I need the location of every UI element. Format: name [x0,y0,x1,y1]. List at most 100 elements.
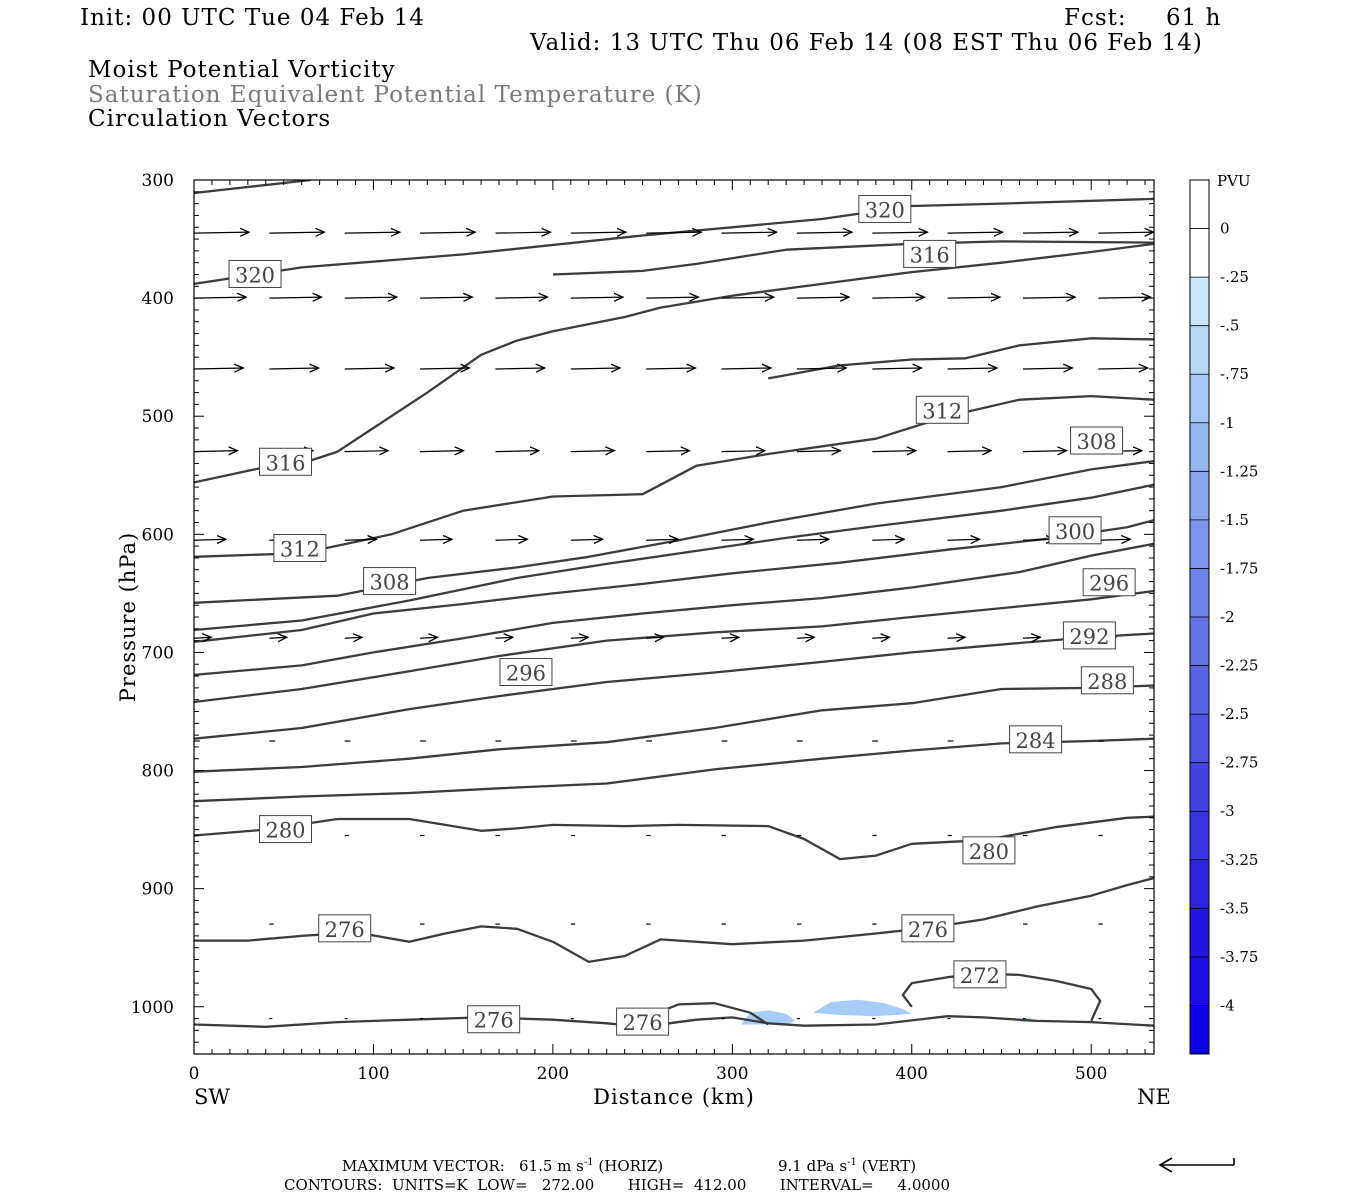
title-circulation: Circulation Vectors [88,106,332,132]
vector-arrow-0-9 [872,232,927,233]
vector-arrow-3-0 [194,451,238,452]
contour-label-12: 288 [1087,670,1127,694]
colorbar-label-10: -2.5 [1220,705,1249,723]
title-moist-pv: Moist Potential Vorticity [88,57,396,83]
max-vert-value: 9.1 dPa s-1 (VERT) [778,1157,917,1175]
contour-label-9: 296 [1089,572,1129,596]
vector-arrow-5-3 [420,637,437,638]
max-vector-label: MAXIMUM VECTOR: [342,1157,505,1175]
x-end-label-sw: SW [194,1085,230,1109]
colorbar-cell-3 [1190,374,1209,424]
contour-label-6: 300 [1055,520,1095,544]
vector-arrow-1-4 [495,297,547,298]
contour-label-11: 296 [506,662,546,686]
vector-arrow-1-11 [1022,297,1075,298]
colorbar-cell-8 [1190,617,1209,667]
vector-arrow-5-10 [947,637,965,638]
y-tick-label-7: 1000 [131,998,174,1018]
vector-arrow-4-10 [947,539,980,540]
vector-arrow-4-6 [646,539,678,540]
contour-label-box-4 [1070,426,1124,455]
vector-arrow-3-9 [872,451,916,452]
vector-arrow-1-3 [420,297,472,298]
colorbar-label-1: -.25 [1220,268,1249,286]
forecast-label: Fcst: [1064,5,1127,31]
colorbar-label-4: -1 [1220,414,1235,432]
vector-arrow-5-5 [570,637,588,638]
colorbar-cell-1 [1190,277,1209,327]
vector-arrow-0-0 [194,232,249,233]
y-tick-label-6: 900 [142,880,174,900]
vector-arrow-3-2 [344,451,389,452]
colorbar-label-0: 0 [1220,220,1230,238]
colorbar-cell-15 [1190,956,1209,1006]
colorbar-cell-2 [1190,325,1209,375]
vector-arrow-4-4 [495,539,527,540]
vector-arrow-2-9 [872,368,921,369]
contour-label-box-14 [259,815,313,844]
colorbar-label-8: -2 [1220,608,1235,626]
y-tick-label-0: 300 [142,171,174,191]
vector-arrow-2-4 [495,368,544,369]
contour-label-20: 276 [623,1011,663,1035]
vector-arrow-2-7 [721,368,771,369]
vector-arrow-1-7 [721,297,774,298]
colorbar-label-9: -2.25 [1220,657,1258,675]
colorbar-label-15: -3.75 [1220,948,1258,966]
forecast-hour: 61 h [1166,5,1222,31]
x-axis-title: Distance (km) [593,1085,755,1109]
vector-arrow-0-5 [570,232,626,233]
vector-arrow-5-4 [495,637,512,638]
colorbar-cell-12 [1190,811,1209,861]
contour-label-box-10 [1062,621,1116,650]
vector-arrow-0-1 [269,232,324,233]
x-tick-label-0: 0 [189,1064,200,1084]
colorbar-cell-7 [1190,568,1209,618]
vector-arrow-4-12 [1098,539,1130,540]
vector-arrow-2-5 [570,368,620,369]
init-time: Init: 00 UTC Tue 04 Feb 14 [80,5,426,31]
colorbar-label-3: -.75 [1220,365,1249,383]
colorbar-cell-5 [1190,471,1209,521]
contour-label-box-3 [915,395,969,424]
reference-vector-head [1158,1157,1173,1173]
vector-arrow-2-6 [646,368,695,369]
vector-arrow-3-3 [420,451,464,452]
isentrope-276 [194,876,1154,964]
contour-label-box-6 [1048,516,1102,545]
pv-patch-1 [813,999,912,1017]
colorbar-label-2: -.5 [1220,317,1239,335]
contour-label-box-19 [467,1005,521,1034]
colorbar-cell-6 [1190,519,1209,569]
isentrope-292 [194,589,1154,704]
contour-label-box-18 [953,960,1007,989]
vector-arrow-3-4 [495,451,539,452]
isentrope-288 [194,632,1154,740]
colorbar-cell-9 [1190,665,1209,715]
contour-label-1: 316 [910,243,950,267]
max-horiz-value: 61.5 m s-1 (HORIZ) [519,1157,664,1175]
contour-label-box-11 [499,658,553,687]
contour-label-box-5 [259,447,313,476]
isentrope-320b [194,197,1154,286]
contour-label-13: 284 [1016,729,1056,753]
colorbar-label-12: -3 [1220,802,1235,820]
colorbar-label-14: -3.5 [1220,899,1249,917]
isentrope-308 [194,459,1154,604]
vector-arrow-5-0 [194,637,211,638]
vector-arrow-4-2 [344,539,377,540]
contour-label-14: 280 [265,819,305,843]
isentrope-300 [194,519,1154,643]
contour-label-18: 272 [960,964,1000,988]
valid-time: Valid: 13 UTC Thu 06 Feb 14 (08 EST Thu … [530,30,1203,56]
vector-arrow-2-10 [947,368,997,369]
colorbar-label-11: -2.75 [1220,754,1258,772]
contour-label-7: 312 [280,537,320,561]
isentrope-296 [194,542,1154,677]
vector-arrow-2-2 [344,368,394,369]
vector-arrow-5-9 [872,637,889,638]
vector-arrow-0-11 [1022,232,1078,233]
vector-arrow-4-9 [872,539,904,540]
contour-label-box-20 [616,1007,670,1036]
